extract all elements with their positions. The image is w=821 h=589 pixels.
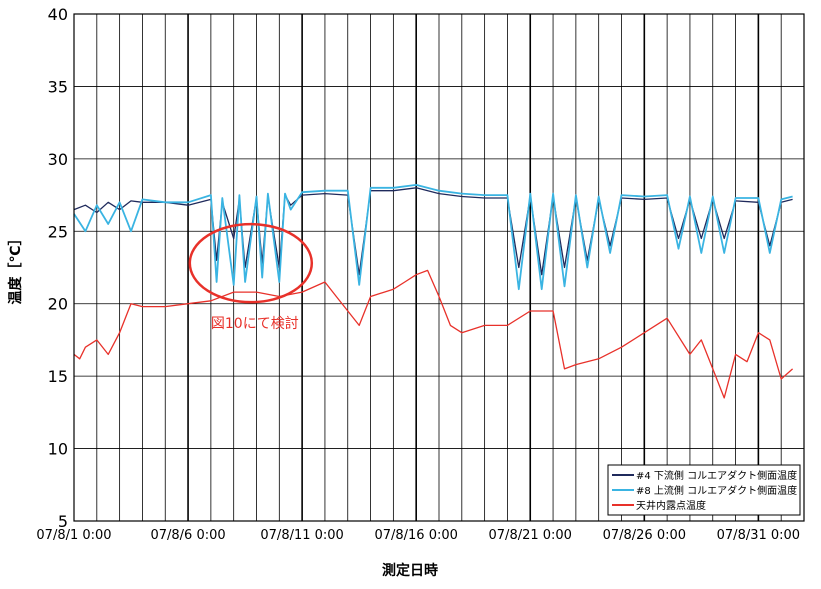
x-tick-label: 07/8/1 0:00 (36, 528, 111, 543)
series-layer (73, 183, 794, 399)
y-tick-label: 15 (48, 367, 68, 386)
legend-label-3: 天井内露点温度 (636, 499, 706, 512)
y-axis-title: 温度［℃］ (7, 232, 24, 305)
plot-frame (73, 13, 805, 522)
x-axis-title: 測定日時 (382, 562, 438, 579)
series-line-1 (73, 187, 793, 276)
y-tick-label: 30 (48, 150, 68, 169)
x-tick-label: 07/8/31 0:00 (717, 528, 800, 543)
legend-label-2: #8 上流側 コルエアダクト側面温度 (636, 484, 797, 497)
y-tick-label: 35 (48, 77, 68, 96)
x-tick-label: 07/8/6 0:00 (150, 528, 225, 543)
series-line-2 (73, 183, 793, 291)
annotation-label: 図10にて検討 (211, 316, 299, 332)
x-axis-ticks: 07/8/1 0:00 07/8/6 0:00 07/8/11 0:00 07/8/1… (36, 528, 800, 543)
legend: #4 下流側 コルエアダクト側面温度 #8 上流側 コルエアダクト側面温度天井内露… (607, 464, 801, 516)
y-tick-label: 25 (48, 222, 68, 241)
y-tick-label: 10 (48, 440, 68, 459)
annotation-ellipse (188, 222, 314, 304)
series-line-3 (73, 269, 794, 399)
annotation: 図10にて検討 (188, 222, 314, 332)
y-tick-label: 5 (58, 512, 68, 531)
y-tick-label: 40 (48, 5, 68, 24)
x-tick-label: 07/8/11 0:00 (260, 528, 343, 543)
x-tick-label: 07/8/26 0:00 (603, 528, 686, 543)
y-tick-label: 20 (48, 295, 68, 314)
y-axis-ticks: 5 10 15 20 25 30 35 40 (48, 5, 68, 531)
x-tick-label: 07/8/16 0:00 (374, 528, 457, 543)
legend-label-1: #4 下流側 コルエアダクト側面温度 (636, 469, 797, 482)
x-tick-label: 07/8/21 0:00 (489, 528, 572, 543)
legend-box (607, 464, 801, 516)
